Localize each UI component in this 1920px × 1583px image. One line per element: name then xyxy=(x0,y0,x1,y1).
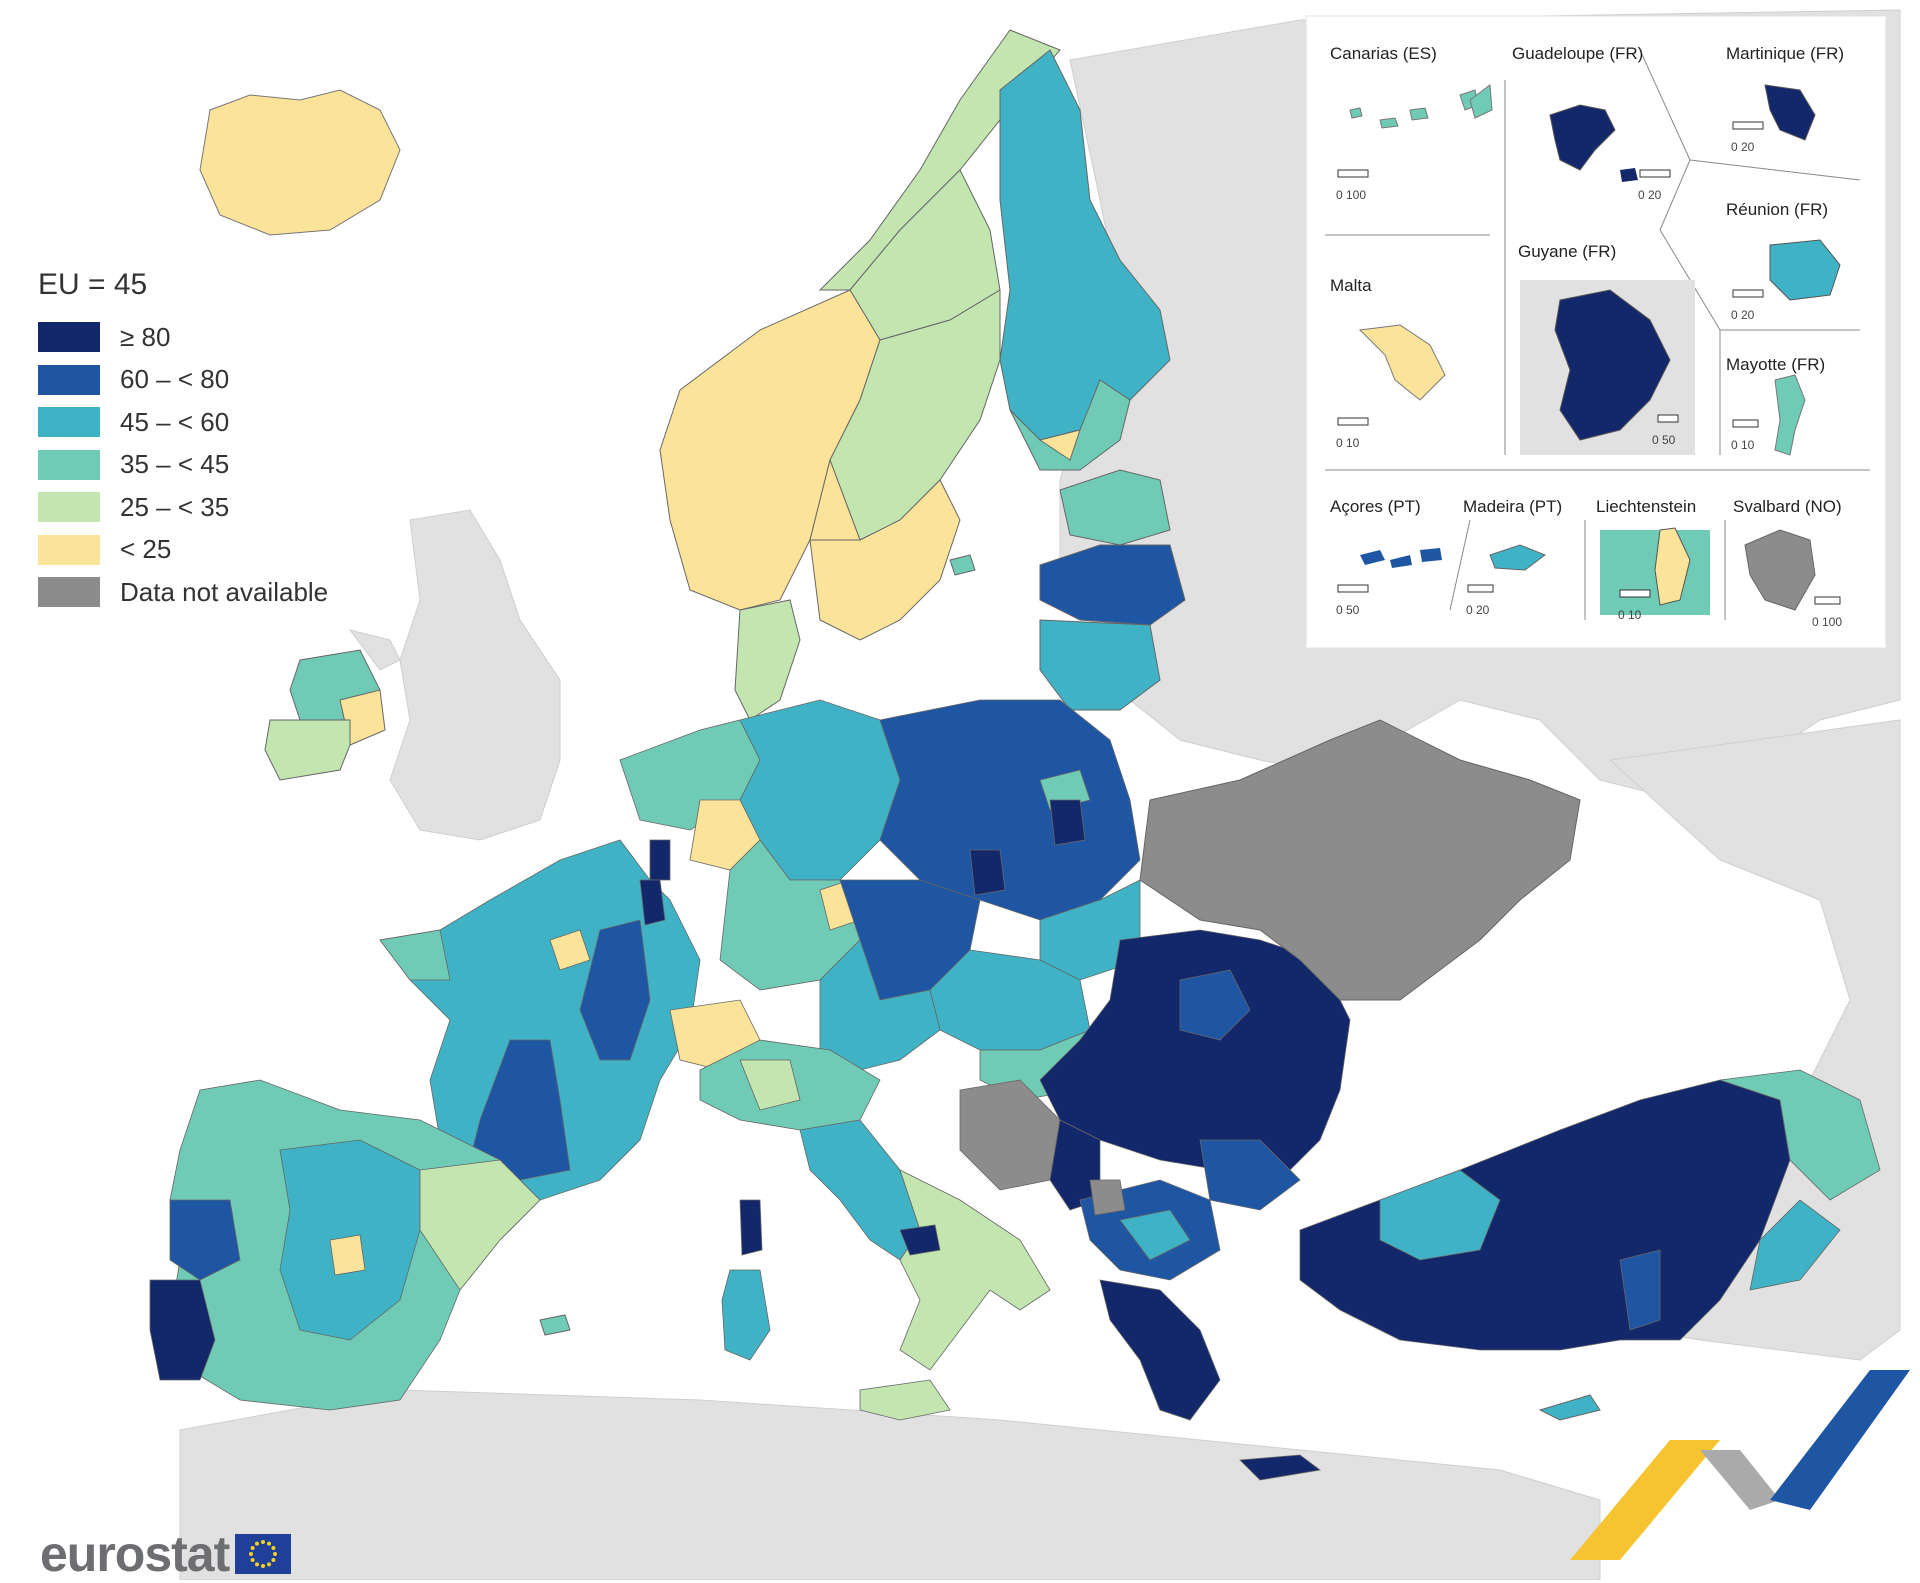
balearic-islands xyxy=(539,1314,571,1336)
scale-label-guyane: 0 50 xyxy=(1652,433,1676,447)
legend-label: 45 – < 60 xyxy=(120,406,230,437)
ukraine-belarus xyxy=(1139,719,1581,1001)
corner-decoration xyxy=(1570,1370,1910,1560)
legend-label: Data not available xyxy=(120,576,329,607)
northern-ireland xyxy=(348,629,401,671)
legend-swatch xyxy=(38,577,100,608)
inset-label-liechtenstein: Liechtenstein xyxy=(1596,497,1697,516)
canarias-islands xyxy=(1349,89,1479,129)
scandinavia xyxy=(659,29,1171,641)
legend-swatch xyxy=(38,407,100,438)
legend-label: 35 – < 45 xyxy=(120,449,230,480)
inset-label-acores: Açores (PT) xyxy=(1330,497,1421,516)
legend-swatch xyxy=(38,492,100,523)
legend-label: < 25 xyxy=(120,534,172,565)
scale-label-mayotte: 0 10 xyxy=(1731,438,1755,452)
legend-item: 25 – < 35 xyxy=(38,486,368,529)
baltics xyxy=(1039,469,1186,711)
guyane-shape xyxy=(1554,289,1671,441)
iceland xyxy=(199,89,401,236)
north-africa-region xyxy=(179,1389,1601,1580)
legend-item: < 25 xyxy=(38,529,368,572)
acores-shape xyxy=(1360,548,1442,568)
scale-label-liechtenstein: 0 10 xyxy=(1618,608,1642,622)
baltic-islands xyxy=(949,554,976,576)
italy xyxy=(721,1119,1051,1421)
madeira-shape xyxy=(1489,544,1547,571)
liechtenstein-shape xyxy=(1654,527,1691,606)
scale-label-guadeloupe: 0 20 xyxy=(1638,188,1662,202)
logo-text: eurostat xyxy=(40,1526,230,1582)
inset-label-malta: Malta xyxy=(1330,276,1372,295)
scale-label-svalbard: 0 100 xyxy=(1812,615,1843,629)
great-britain xyxy=(389,509,561,841)
scale-label-malta: 0 10 xyxy=(1336,436,1360,450)
inset-label-canarias: Canarias (ES) xyxy=(1330,44,1437,63)
alps xyxy=(669,999,881,1131)
iberia xyxy=(149,1079,541,1411)
guadeloupe-shape xyxy=(1549,104,1616,171)
scale-label-martinique: 0 20 xyxy=(1731,140,1755,154)
france xyxy=(379,839,701,1201)
legend-label: ≥ 80 xyxy=(120,321,171,352)
ireland xyxy=(264,649,386,781)
inset-panel xyxy=(1305,15,1887,649)
malta-shape xyxy=(1358,324,1446,401)
legend-item: Data not available xyxy=(38,571,368,614)
inset-label-svalbard: Svalbard (NO) xyxy=(1733,497,1842,516)
svalbard-shape xyxy=(1744,529,1816,611)
balkans xyxy=(959,929,1351,1481)
inset-label-madeira: Madeira (PT) xyxy=(1463,497,1563,516)
legend-swatch xyxy=(38,364,100,395)
inset-label-mayotte: Mayotte (FR) xyxy=(1726,355,1826,374)
scale-label-madeira: 0 20 xyxy=(1466,603,1490,617)
legend-item: 45 – < 60 xyxy=(38,401,368,444)
eu-flag-icon xyxy=(235,1534,292,1574)
martinique-shape xyxy=(1764,84,1816,141)
legend-item: 35 – < 45 xyxy=(38,444,368,487)
scale-label-canarias: 0 100 xyxy=(1336,188,1367,202)
legend-item: 60 – < 80 xyxy=(38,359,368,402)
map-legend: EU = 45 ≥ 80 60 – < 80 45 – < 60 35 – < … xyxy=(38,268,368,614)
turkey xyxy=(1299,1069,1881,1351)
eurostat-logo: eurostat xyxy=(40,1525,292,1583)
legend-label: 25 – < 35 xyxy=(120,491,230,522)
scale-label-reunion: 0 20 xyxy=(1731,308,1755,322)
legend-swatch xyxy=(38,449,100,480)
scale-label-acores: 0 50 xyxy=(1336,603,1360,617)
legend-item: ≥ 80 xyxy=(38,316,368,359)
inset-label-guyane: Guyane (FR) xyxy=(1518,242,1617,261)
inset-label-reunion: Réunion (FR) xyxy=(1726,200,1829,219)
legend-title: EU = 45 xyxy=(38,268,148,301)
legend-swatch xyxy=(38,322,100,353)
reunion-shape xyxy=(1769,239,1841,301)
legend-swatch xyxy=(38,534,100,565)
cyprus xyxy=(1538,1394,1601,1421)
denmark xyxy=(734,599,801,721)
inset-label-guadeloupe: Guadeloupe (FR) xyxy=(1512,44,1644,63)
legend-label: 60 – < 80 xyxy=(120,364,230,395)
mayotte-shape xyxy=(1774,374,1806,456)
inset-label-martinique: Martinique (FR) xyxy=(1726,44,1845,63)
